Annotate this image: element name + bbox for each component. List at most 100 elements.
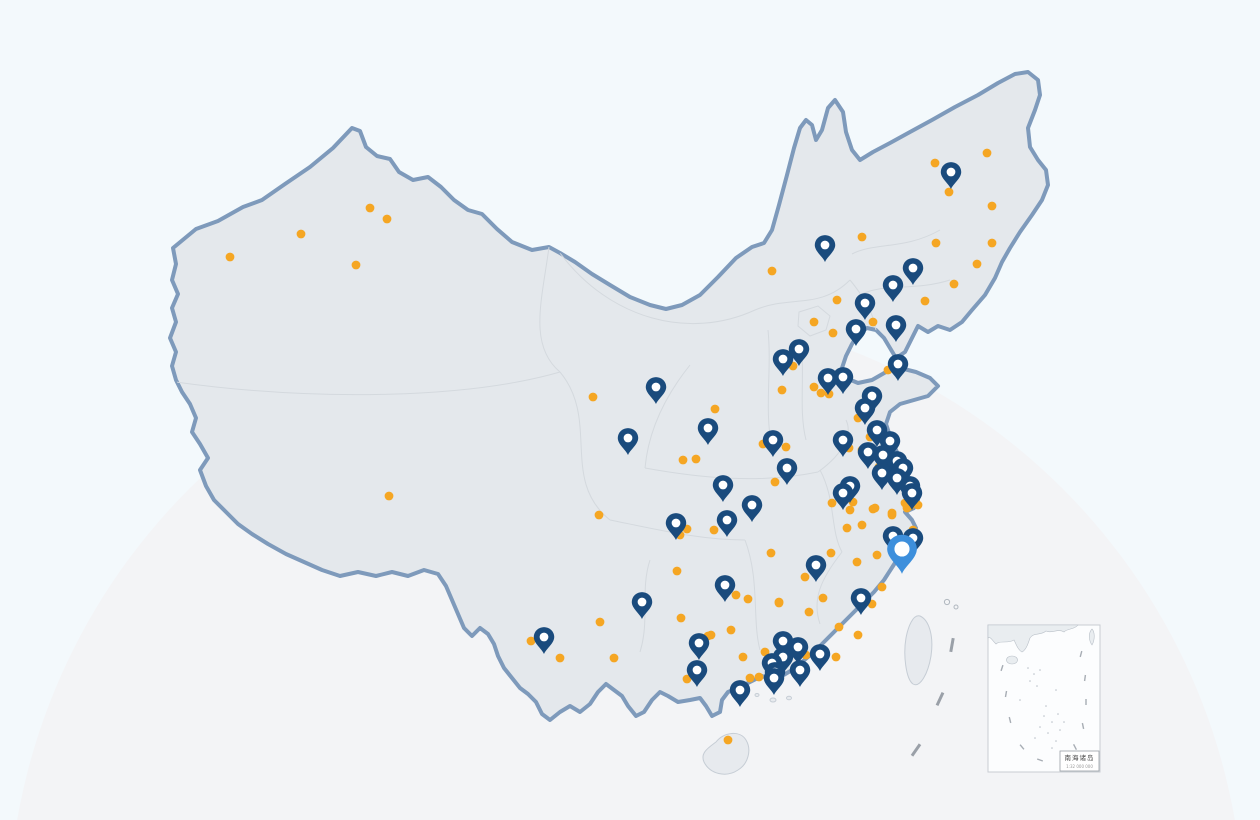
map-pin[interactable] bbox=[861, 386, 883, 414]
city-dot[interactable] bbox=[710, 404, 720, 414]
city-dot[interactable] bbox=[877, 582, 887, 592]
map-pin[interactable] bbox=[850, 588, 872, 616]
city-dot[interactable] bbox=[384, 491, 394, 501]
map-pin[interactable] bbox=[832, 367, 854, 395]
map-pin[interactable] bbox=[645, 377, 667, 405]
city-dot[interactable] bbox=[887, 510, 897, 520]
city-dot[interactable] bbox=[800, 572, 810, 582]
map-pin[interactable] bbox=[716, 510, 738, 538]
map-pin[interactable] bbox=[866, 420, 888, 448]
map-pin[interactable] bbox=[940, 162, 962, 190]
city-dot[interactable] bbox=[731, 590, 741, 600]
city-dot[interactable] bbox=[845, 505, 855, 515]
city-dot[interactable] bbox=[754, 672, 764, 682]
city-dot[interactable] bbox=[852, 557, 862, 567]
city-dot[interactable] bbox=[809, 317, 819, 327]
city-dot[interactable] bbox=[853, 630, 863, 640]
city-dot[interactable] bbox=[774, 598, 784, 608]
city-dot[interactable] bbox=[987, 201, 997, 211]
map-pin[interactable] bbox=[832, 430, 854, 458]
map-pin[interactable] bbox=[788, 339, 810, 367]
city-dot[interactable] bbox=[944, 187, 954, 197]
city-dot[interactable] bbox=[678, 455, 688, 465]
city-dot[interactable] bbox=[351, 260, 361, 270]
map-pin[interactable] bbox=[901, 483, 923, 511]
city-dot[interactable] bbox=[920, 296, 930, 306]
map-pin[interactable] bbox=[817, 368, 839, 396]
city-dot[interactable] bbox=[828, 328, 838, 338]
city-dot[interactable] bbox=[555, 653, 565, 663]
map-pin[interactable] bbox=[712, 475, 734, 503]
city-dot[interactable] bbox=[594, 510, 604, 520]
city-dot[interactable] bbox=[982, 148, 992, 158]
map-pin[interactable] bbox=[854, 398, 876, 426]
city-dot[interactable] bbox=[857, 520, 867, 530]
city-dot[interactable] bbox=[872, 550, 882, 560]
city-dot[interactable] bbox=[526, 636, 536, 646]
city-dot[interactable] bbox=[842, 523, 852, 533]
city-dot[interactable] bbox=[902, 503, 912, 513]
map-pin[interactable] bbox=[832, 483, 854, 511]
city-dot[interactable] bbox=[767, 266, 777, 276]
city-dot[interactable] bbox=[672, 566, 682, 576]
city-dot[interactable] bbox=[809, 382, 819, 392]
city-dot[interactable] bbox=[709, 525, 719, 535]
map-pin[interactable] bbox=[665, 513, 687, 541]
map-pin[interactable] bbox=[763, 668, 785, 696]
city-dot[interactable] bbox=[972, 259, 982, 269]
city-dot[interactable] bbox=[831, 652, 841, 662]
city-dot[interactable] bbox=[868, 504, 878, 514]
map-pin[interactable] bbox=[879, 431, 901, 459]
map-pin[interactable] bbox=[882, 275, 904, 303]
map-pin[interactable] bbox=[809, 644, 831, 672]
city-dot[interactable] bbox=[816, 388, 826, 398]
city-dot[interactable] bbox=[832, 295, 842, 305]
city-dot[interactable] bbox=[682, 674, 692, 684]
map-pin[interactable] bbox=[787, 637, 809, 665]
map-pin[interactable] bbox=[789, 660, 811, 688]
map-pin[interactable] bbox=[776, 458, 798, 486]
city-dot[interactable] bbox=[781, 442, 791, 452]
city-dot[interactable] bbox=[691, 454, 701, 464]
city-dot[interactable] bbox=[868, 317, 878, 327]
city-dot[interactable] bbox=[745, 673, 755, 683]
map-pin[interactable] bbox=[885, 315, 907, 343]
map-pin[interactable] bbox=[814, 235, 836, 263]
city-dot[interactable] bbox=[595, 617, 605, 627]
map-pin[interactable] bbox=[729, 680, 751, 708]
map-pin[interactable] bbox=[772, 631, 794, 659]
city-dot[interactable] bbox=[588, 392, 598, 402]
map-pin[interactable] bbox=[697, 418, 719, 446]
city-dot[interactable] bbox=[225, 252, 235, 262]
map-pin[interactable] bbox=[714, 575, 736, 603]
city-dot[interactable] bbox=[834, 622, 844, 632]
map-pin[interactable] bbox=[533, 627, 555, 655]
city-dot[interactable] bbox=[382, 214, 392, 224]
city-dot[interactable] bbox=[743, 594, 753, 604]
city-dot[interactable] bbox=[770, 477, 780, 487]
city-dot[interactable] bbox=[766, 548, 776, 558]
city-dot[interactable] bbox=[738, 652, 748, 662]
city-dot[interactable] bbox=[826, 548, 836, 558]
city-dot[interactable] bbox=[818, 593, 828, 603]
city-dot[interactable] bbox=[930, 158, 940, 168]
city-dot[interactable] bbox=[760, 647, 770, 657]
map-pin[interactable] bbox=[741, 495, 763, 523]
map-pin[interactable] bbox=[886, 468, 908, 496]
map-pin[interactable] bbox=[805, 555, 827, 583]
city-dot[interactable] bbox=[931, 238, 941, 248]
map-pin[interactable] bbox=[631, 592, 653, 620]
map-pin[interactable] bbox=[857, 442, 879, 470]
highlighted-map-pin[interactable] bbox=[887, 534, 917, 574]
city-dot[interactable] bbox=[726, 625, 736, 635]
map-pin[interactable] bbox=[617, 428, 639, 456]
city-dot[interactable] bbox=[949, 279, 959, 289]
map-pin[interactable] bbox=[772, 349, 794, 377]
map-pin[interactable] bbox=[854, 293, 876, 321]
city-dot[interactable] bbox=[723, 735, 733, 745]
city-dot[interactable] bbox=[777, 385, 787, 395]
city-dot[interactable] bbox=[827, 498, 837, 508]
city-dot[interactable] bbox=[609, 653, 619, 663]
map-pin[interactable] bbox=[845, 319, 867, 347]
